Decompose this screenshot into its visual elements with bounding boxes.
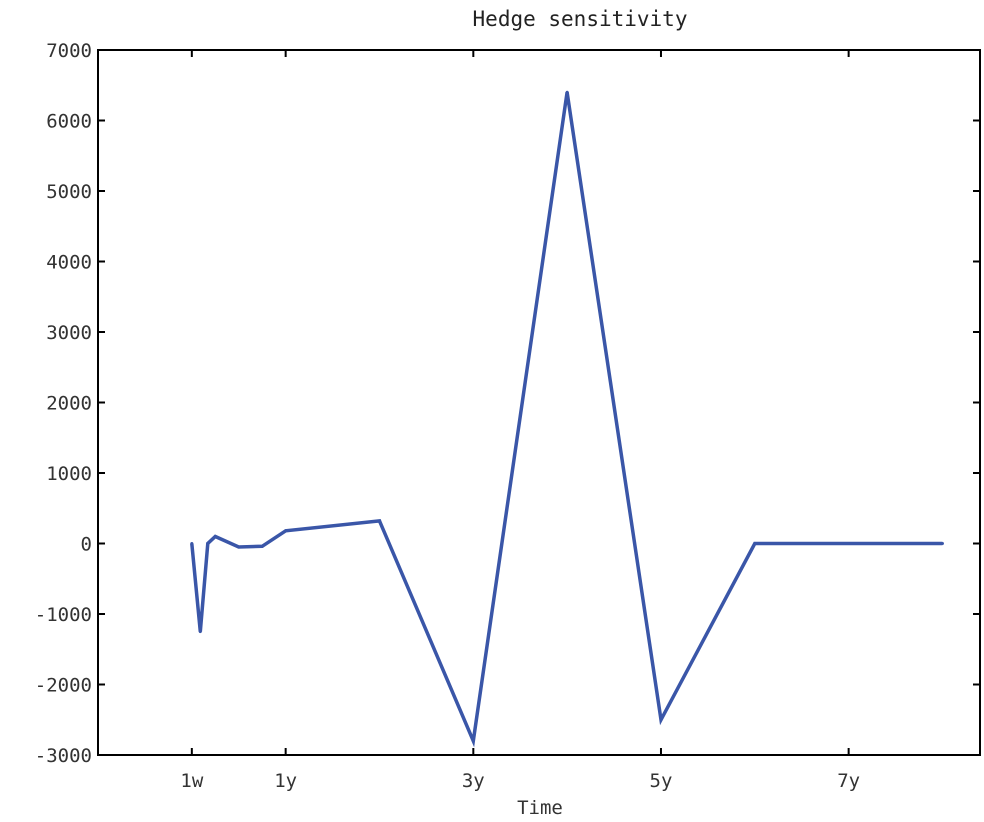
x-axis-label: Time xyxy=(517,797,563,819)
data-point xyxy=(284,529,288,533)
data-point xyxy=(190,542,194,545)
y-tick-label: 5000 xyxy=(46,181,92,203)
y-tick-label: -1000 xyxy=(35,604,92,626)
data-point xyxy=(847,542,851,545)
series-line xyxy=(190,92,943,748)
plot-frame xyxy=(97,49,981,756)
data-point xyxy=(198,630,202,634)
data-point xyxy=(206,542,210,545)
y-tick-label: 2000 xyxy=(46,393,92,415)
data-point xyxy=(213,534,217,538)
data-point xyxy=(471,739,475,743)
y-tick-label: 0 xyxy=(81,534,92,556)
x-axis: 1w 1y 3y 5y 7y xyxy=(180,50,860,792)
chart-title: Hedge sensitivity xyxy=(473,7,688,31)
x-tick-label: 1y xyxy=(274,770,297,792)
y-tick-label: -2000 xyxy=(35,675,92,697)
plot-area xyxy=(97,49,981,756)
y-tick-label: -3000 xyxy=(35,745,92,767)
y-axis: -3000 -2000 -1000 0 1000 2000 3000 4000 5000 6000… xyxy=(35,40,980,767)
data-point xyxy=(565,90,569,94)
series-layer xyxy=(190,90,944,748)
x-tick-label: 5y xyxy=(650,770,673,792)
y-tick-label: 4000 xyxy=(46,252,92,274)
y-tick-label: 1000 xyxy=(46,463,92,485)
y-tick-label: 7000 xyxy=(46,40,92,62)
data-point xyxy=(940,542,944,545)
data-point xyxy=(753,542,757,545)
y-tick-label: 6000 xyxy=(46,111,92,133)
data-point xyxy=(377,519,381,523)
x-tick-label: 7y xyxy=(837,770,860,792)
x-tick-label: 3y xyxy=(462,770,485,792)
x-tick-label: 1w xyxy=(180,770,203,792)
data-point xyxy=(237,545,241,549)
y-tick-label: 3000 xyxy=(46,322,92,344)
data-point xyxy=(260,544,264,548)
data-point xyxy=(659,718,663,722)
